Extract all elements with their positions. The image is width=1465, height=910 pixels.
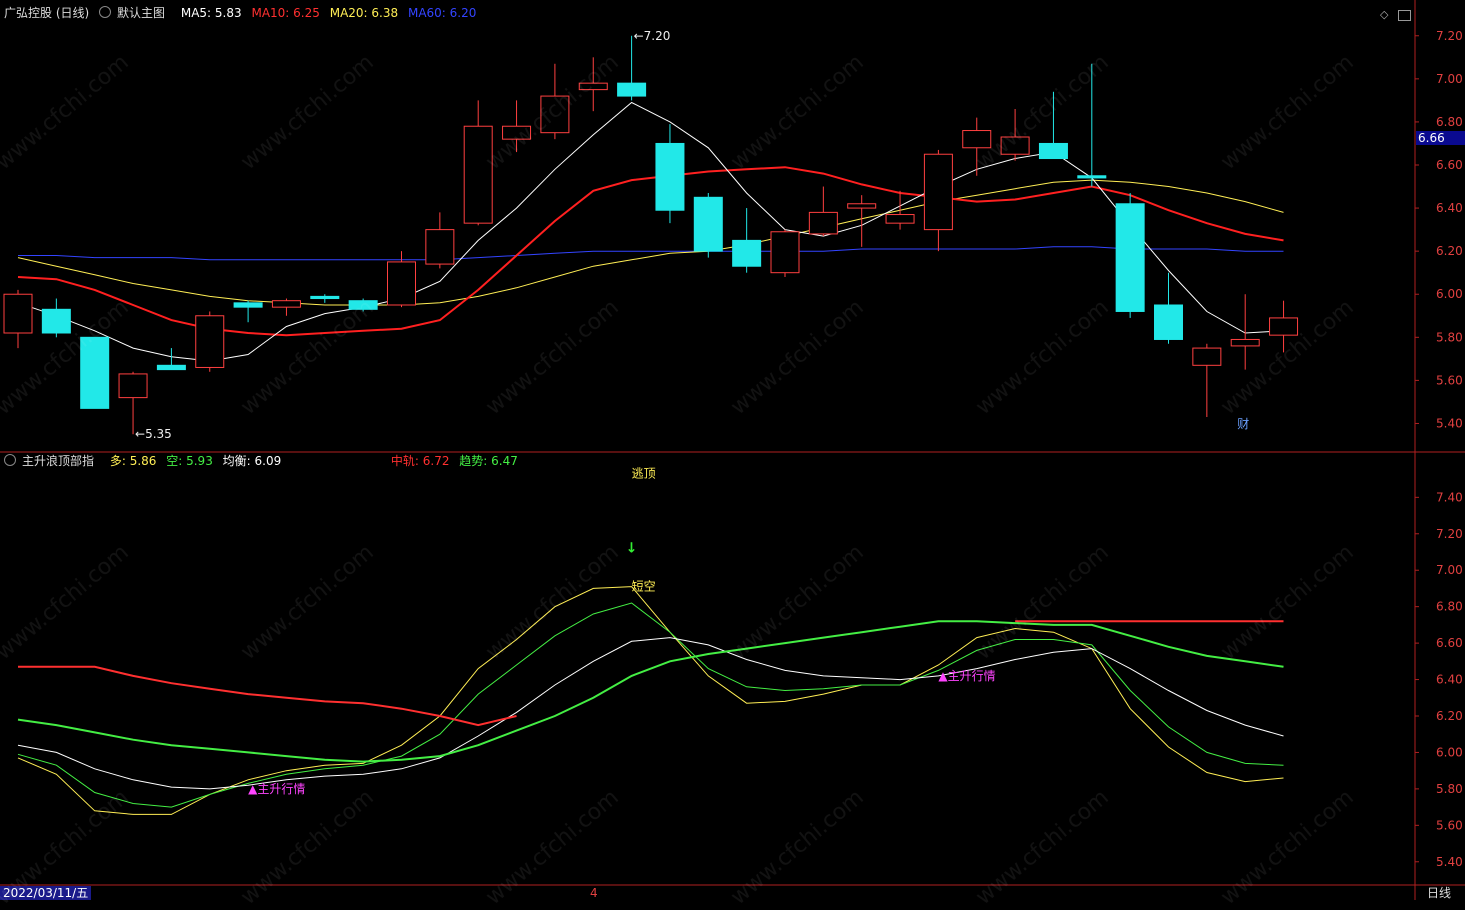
candle-body: [923, 153, 953, 231]
indicator-header: 主升浪顶部指 多: 5.86 空: 5.93 均衡: 6.09 中轨: 6.72…: [4, 453, 524, 469]
annotation-label: ←7.20: [634, 29, 671, 43]
candle-body: [540, 95, 570, 134]
kong-label: 空: 5.93: [166, 454, 213, 468]
main-chart-header: 广弘控股 (日线) 默认主图 MA5: 5.83 MA10: 6.25 MA20…: [4, 5, 482, 21]
candle-body: [1230, 338, 1260, 347]
candle-body: [962, 130, 992, 149]
candle-body: [3, 293, 33, 334]
indicator-axis-tick-label: 7.00: [1436, 563, 1463, 577]
indicator-axis-tick-label: 5.40: [1436, 855, 1463, 869]
candle-body: [1000, 136, 1030, 155]
junheng-line: [17, 637, 1284, 790]
annotation-label: ←5.35: [135, 427, 172, 441]
ma5-label: MA5: 5.83: [180, 6, 242, 20]
ma10-line: [17, 166, 1284, 337]
candle-body: [425, 229, 455, 265]
indicator-axis-tick-label: 7.20: [1436, 527, 1463, 541]
candle-body: [1269, 317, 1299, 336]
month-marker: 4: [590, 886, 598, 900]
indicator-axis-tick-label: 5.60: [1436, 818, 1463, 832]
indicator-title[interactable]: 主升浪顶部指: [4, 454, 100, 468]
candle-body: [502, 125, 532, 140]
candle-body: [233, 302, 263, 308]
main-axis-tick-label: 5.40: [1436, 416, 1463, 430]
main-axis-tick-label: 7.20: [1436, 29, 1463, 43]
candle-body: [310, 295, 340, 300]
settings-icon[interactable]: [99, 6, 112, 18]
candle-body: [732, 239, 762, 267]
signal-label: ▲主升行情: [938, 669, 995, 683]
junheng-label: 均衡: 6.09: [222, 454, 282, 468]
candle-body: [387, 261, 416, 306]
duo-label: 多: 5.86: [109, 454, 157, 468]
indicator-axis-tick-label: 6.40: [1436, 673, 1463, 687]
candle-body: [655, 142, 685, 211]
qushi-line: [17, 620, 1284, 763]
main-axis-tick-label: 6.00: [1436, 287, 1463, 301]
ma20-label: MA20: 6.38: [329, 6, 399, 20]
signal-label: ↓: [626, 540, 638, 556]
qushi-label: 趋势: 6.47: [459, 454, 518, 468]
signal-label: ▲主升行情: [248, 782, 305, 796]
candle-body: [847, 203, 877, 209]
candle-body: [463, 125, 493, 224]
candle-body: [693, 196, 723, 252]
main-axis-tick-label: 5.60: [1436, 373, 1463, 387]
ma10-label: MA10: 6.25: [251, 6, 320, 20]
candle-body: [770, 231, 800, 274]
main-axis-tick-label: 6.40: [1436, 201, 1463, 215]
diamond-icon[interactable]: ◇: [1380, 8, 1389, 21]
candle-body: [578, 82, 608, 91]
maximize-icon[interactable]: [1398, 10, 1411, 21]
ma60-label: MA60: 6.20: [407, 6, 477, 20]
stock-title[interactable]: 广弘控股 (日线): [4, 6, 90, 20]
indicator-axis-tick-label: 6.80: [1436, 600, 1463, 614]
ma5-line: [17, 101, 1284, 362]
zhonggui-line: [18, 665, 517, 727]
indicator-axis-tick-label: 7.40: [1436, 490, 1463, 504]
main-axis-tick-label: 6.20: [1436, 244, 1463, 258]
candle-body: [1154, 304, 1183, 340]
candle-body: [271, 300, 301, 308]
ma60-line: [18, 246, 1284, 261]
candle-body: [80, 336, 110, 409]
main-axis-tick-label: 5.80: [1436, 330, 1463, 344]
candle-body: [1115, 203, 1145, 312]
kong-line: [17, 602, 1284, 808]
indicator-axis-tick-label: 6.60: [1436, 636, 1463, 650]
candle-body: [118, 373, 148, 399]
candle-body: [1192, 347, 1222, 366]
settings-icon[interactable]: [4, 454, 16, 466]
signal-label: 短空: [632, 580, 656, 594]
main-axis-tick-label: 6.60: [1436, 158, 1463, 172]
candle-body: [41, 308, 71, 334]
indicator-axis-tick-label: 6.20: [1436, 709, 1463, 723]
zhonggui-label: 中轨: 6.72: [390, 454, 450, 468]
template-selector[interactable]: 默认主图: [99, 6, 171, 20]
indicator-axis-tick-label: 6.00: [1436, 745, 1463, 759]
annotation-label: 财: [1237, 417, 1249, 431]
main-axis-tick-label: 7.00: [1436, 72, 1463, 86]
candle-body: [808, 211, 838, 235]
candle-body: [1038, 142, 1068, 160]
candle-body: [1077, 175, 1107, 179]
cursor-date-label: 2022/03/11/五: [0, 886, 92, 900]
ma20-line: [17, 179, 1284, 306]
candle-body: [156, 364, 186, 371]
main-axis-tick-label: 6.80: [1436, 115, 1463, 129]
period-button[interactable]: 日线: [1427, 886, 1452, 900]
candle-body: [885, 214, 915, 224]
signal-label: 逃顶: [632, 467, 656, 481]
candle-body: [348, 300, 378, 310]
indicator-axis-tick-label: 5.80: [1436, 782, 1463, 796]
candle-body: [617, 82, 647, 97]
candle-body: [195, 315, 225, 368]
current-price-badge: 6.66: [1416, 131, 1465, 145]
